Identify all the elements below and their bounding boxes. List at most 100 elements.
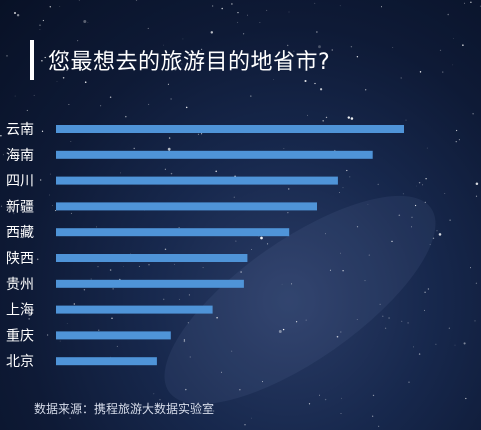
star bbox=[216, 316, 218, 319]
star bbox=[278, 330, 282, 333]
star bbox=[97, 266, 99, 268]
star bbox=[304, 79, 307, 83]
bar-新疆 bbox=[56, 202, 317, 211]
star bbox=[215, 170, 217, 173]
category-label: 重庆 bbox=[6, 328, 34, 344]
star bbox=[179, 298, 181, 300]
data-source-note: 数据来源：携程旅游大数据实验室 bbox=[34, 402, 215, 416]
star bbox=[314, 2, 316, 4]
star bbox=[341, 397, 342, 399]
star bbox=[237, 21, 239, 23]
star bbox=[0, 135, 2, 137]
star bbox=[411, 226, 412, 228]
star bbox=[174, 263, 175, 265]
star bbox=[251, 249, 252, 250]
star bbox=[143, 407, 145, 409]
star bbox=[47, 334, 49, 336]
star bbox=[251, 417, 252, 419]
category-label: 北京 bbox=[6, 354, 34, 370]
star bbox=[188, 294, 190, 296]
star bbox=[59, 6, 61, 7]
star bbox=[324, 233, 326, 235]
star bbox=[287, 212, 289, 214]
star bbox=[56, 81, 58, 83]
star bbox=[432, 237, 435, 239]
star bbox=[182, 38, 184, 40]
star bbox=[0, 205, 3, 207]
star bbox=[281, 283, 283, 285]
star bbox=[59, 340, 61, 342]
star bbox=[185, 388, 187, 391]
star bbox=[314, 82, 316, 85]
star bbox=[164, 168, 166, 170]
star bbox=[455, 129, 458, 132]
star bbox=[407, 322, 409, 324]
star bbox=[120, 172, 122, 174]
star bbox=[411, 216, 413, 218]
star bbox=[244, 424, 246, 426]
star bbox=[210, 31, 214, 34]
star bbox=[424, 291, 426, 294]
star bbox=[324, 398, 327, 401]
bar-西藏 bbox=[56, 228, 290, 237]
star bbox=[429, 244, 431, 245]
star bbox=[87, 22, 89, 23]
star bbox=[90, 278, 92, 280]
star bbox=[139, 66, 141, 68]
star bbox=[463, 342, 466, 345]
star bbox=[133, 147, 135, 150]
star bbox=[296, 321, 298, 323]
star bbox=[231, 350, 233, 352]
star bbox=[339, 5, 341, 7]
star bbox=[325, 116, 328, 119]
star bbox=[438, 233, 442, 236]
chart-title: 您最想去的旅游目的地省市? bbox=[48, 50, 331, 75]
star bbox=[109, 269, 112, 271]
star bbox=[16, 13, 20, 17]
bar-陕西 bbox=[56, 254, 248, 262]
star bbox=[140, 52, 142, 54]
star bbox=[436, 230, 438, 232]
star bbox=[356, 56, 359, 58]
star bbox=[164, 248, 167, 251]
star bbox=[266, 9, 268, 11]
star bbox=[153, 393, 155, 395]
star bbox=[422, 184, 424, 186]
bar-贵州 bbox=[56, 279, 244, 288]
category-label: 海南 bbox=[6, 148, 34, 164]
star bbox=[316, 31, 318, 33]
star bbox=[340, 331, 342, 333]
star bbox=[288, 11, 290, 13]
star bbox=[148, 264, 150, 266]
star bbox=[200, 48, 203, 51]
star bbox=[307, 114, 308, 116]
star bbox=[189, 356, 191, 358]
star bbox=[98, 329, 100, 331]
star bbox=[305, 319, 307, 321]
star bbox=[33, 94, 35, 96]
star bbox=[465, 397, 467, 400]
star bbox=[100, 105, 102, 107]
star bbox=[372, 394, 375, 397]
category-label: 西藏 bbox=[6, 225, 34, 241]
star bbox=[405, 119, 407, 121]
star bbox=[283, 148, 285, 149]
star bbox=[367, 203, 369, 205]
star bbox=[427, 288, 430, 290]
star bbox=[435, 343, 437, 345]
star bbox=[78, 0, 80, 1]
star bbox=[213, 410, 215, 412]
star bbox=[356, 226, 359, 228]
star bbox=[447, 13, 449, 16]
star bbox=[448, 327, 450, 329]
star bbox=[291, 283, 293, 285]
star bbox=[340, 413, 342, 414]
bar-北京 bbox=[56, 357, 157, 366]
category-label: 上海 bbox=[6, 303, 34, 319]
star bbox=[382, 315, 384, 317]
category-label: 贵州 bbox=[6, 277, 34, 293]
star bbox=[21, 329, 23, 331]
star bbox=[77, 40, 79, 42]
star bbox=[13, 213, 15, 215]
